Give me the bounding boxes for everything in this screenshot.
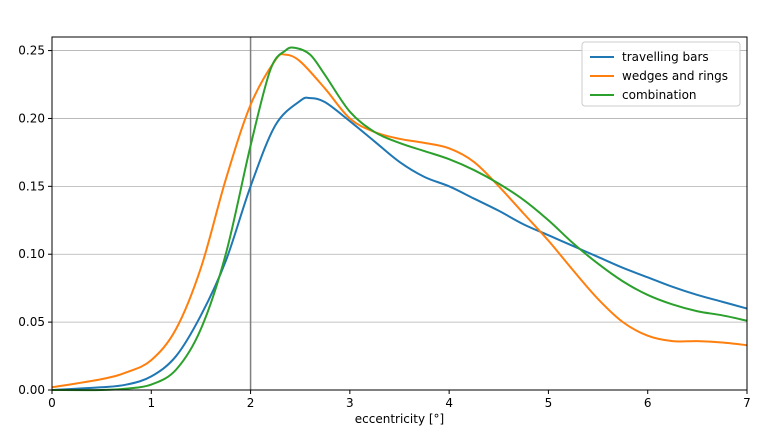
axis-ticks: 0.00 0.05 0.10 0.15 0.20 0.25 0 1 2 3 4 5 6 7: [18, 44, 751, 410]
y-tick-label: 0.25: [18, 44, 45, 58]
x-axis-label: eccentricity [°]: [355, 412, 444, 426]
x-tick-label: 0: [48, 396, 56, 410]
y-tick-label: 0.15: [18, 179, 45, 193]
x-tick-label: 7: [743, 396, 751, 410]
y-tick-label: 0.10: [18, 247, 45, 261]
x-tick-label: 1: [147, 396, 155, 410]
y-tick-label: 0.05: [18, 315, 45, 329]
series-line-travelling-bars: [51, 96, 748, 391]
legend-box: [581, 41, 741, 107]
plot-area-frame: [51, 36, 748, 391]
series-lines: [51, 46, 748, 392]
y-tick-label: 0.20: [18, 111, 45, 125]
legend-label: travelling bars: [622, 50, 709, 64]
x-tick-label: 3: [346, 396, 354, 410]
x-tick-label: 4: [445, 396, 453, 410]
legend-label: combination: [622, 88, 697, 102]
legend-label: wedges and rings: [622, 69, 728, 83]
series-line-wedges-and-rings: [51, 53, 748, 389]
x-tick-label: 5: [545, 396, 553, 410]
series-line-combination: [51, 46, 748, 392]
legend: travelling bars wedges and rings combinati…: [581, 41, 741, 107]
x-tick-label: 6: [644, 396, 652, 410]
x-tick-label: 2: [247, 396, 255, 410]
y-tick-label: 0.00: [18, 383, 45, 397]
